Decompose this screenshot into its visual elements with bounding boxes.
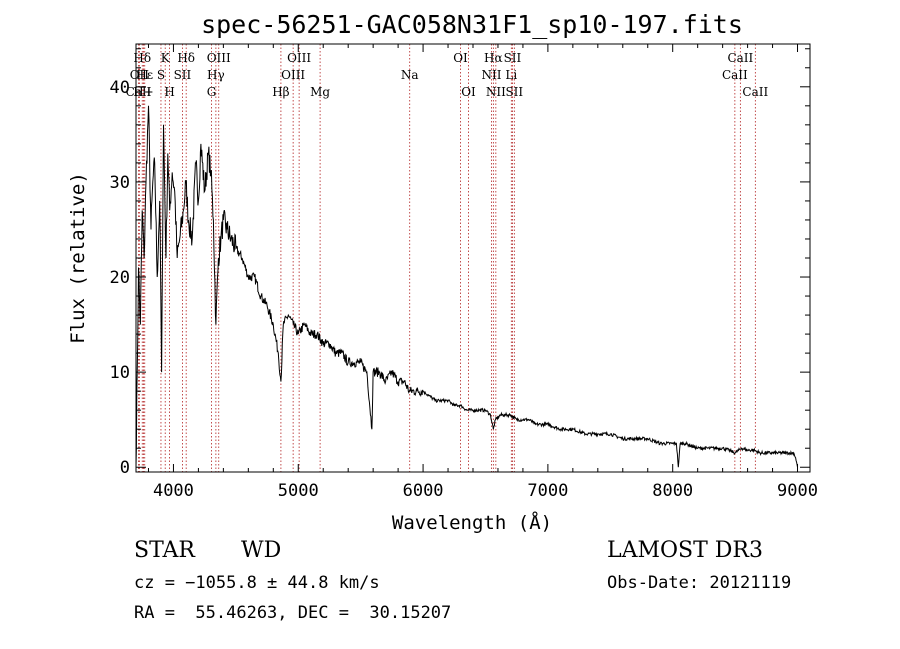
line-label-6: H <box>164 85 174 99</box>
x-tick-label-6000: 6000 <box>403 481 444 501</box>
spectrum-layer <box>135 105 798 468</box>
x-tick-label-9000: 9000 <box>777 481 818 501</box>
redshift-cz: cz = −1055.8 ± 44.8 km/s <box>134 573 380 593</box>
line-label-24: Li <box>505 68 517 82</box>
line-label-16: Mg <box>310 85 330 99</box>
line-label-15: OIII <box>281 68 305 82</box>
y-tick-label-40: 40 <box>110 78 130 98</box>
x-axis-label: Wavelength (Å) <box>392 511 552 534</box>
object-class: STAR <box>134 538 195 563</box>
plot-frame <box>135 43 811 473</box>
y-axis-ticks: 0 10 20 30 40 <box>110 48 810 478</box>
line-label-3: CaII <box>126 85 152 99</box>
line-label-0: Hδ <box>133 51 151 65</box>
y-tick-label-30: 30 <box>110 173 130 193</box>
ra-dec: RA = 55.46263, DEC = 30.15207 <box>134 603 452 623</box>
object-subclass: WD <box>241 538 282 563</box>
survey-name: LAMOST DR3 <box>607 538 763 563</box>
line-label-19: OI <box>461 85 476 99</box>
line-label-28: CaII <box>742 85 768 99</box>
line-label-17: Na <box>401 68 419 82</box>
x-tick-label-4000: 4000 <box>153 481 194 501</box>
line-label-22: NII <box>486 85 506 99</box>
line-label-8: SII <box>174 68 192 82</box>
line-label-4: H+ <box>133 85 154 99</box>
line-label-5: K <box>161 51 171 65</box>
x-tick-label-8000: 8000 <box>652 481 693 501</box>
y-tick-label-20: 20 <box>110 268 130 288</box>
line-label-1: OII <box>130 68 150 82</box>
y-tick-label-10: 10 <box>110 363 130 383</box>
obs-date: Obs-Date: 20121119 <box>607 573 792 593</box>
spectrum-line <box>135 105 798 468</box>
chart-title: spec-56251-GAC058N31F1_sp10-197.fits <box>201 10 743 39</box>
line-label-23: SII <box>504 51 522 65</box>
line-label-9: Hδ <box>177 51 195 65</box>
x-axis-ticks: 4000 5000 6000 7000 8000 9000 <box>147 44 818 501</box>
x-tick-label-5000: 5000 <box>278 481 319 501</box>
line-label-20: Hα <box>484 51 503 65</box>
line-label-21: NII <box>481 68 501 82</box>
line-label-10: OIII <box>207 51 231 65</box>
y-axis-label: Flux (relative) <box>67 172 89 344</box>
line-label-14: OIII <box>287 51 311 65</box>
line-label-25: SII <box>505 85 523 99</box>
line-markers <box>138 44 756 472</box>
y-tick-label-0: 0 <box>120 458 130 478</box>
line-label-2: Hε <box>136 68 153 82</box>
line-label-7: S <box>157 68 165 82</box>
line-label-11: Hγ <box>207 68 225 82</box>
line-label-27: CaII <box>722 68 748 82</box>
x-tick-label-7000: 7000 <box>527 481 568 501</box>
line-label-26: CaII <box>727 51 753 65</box>
line-label-13: Hβ <box>272 85 289 99</box>
line-label-12: G <box>207 85 217 99</box>
line-label-18: OI <box>453 51 468 65</box>
